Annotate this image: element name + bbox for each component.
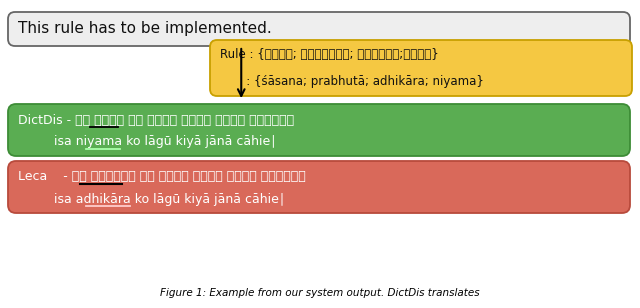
Text: This rule has to be implemented.: This rule has to be implemented. [18, 22, 272, 37]
Text: isa niyama ko lāgū kiyā jānā cāhie∣: isa niyama ko lāgū kiyā jānā cāhie∣ [18, 136, 276, 148]
Text: isa adhikāra ko lāgū kiyā jānā cāhie∣: isa adhikāra ko lāgū kiyā jānā cāhie∣ [18, 192, 285, 205]
Text: Figure 1: Example from our system output. DictDis translates: Figure 1: Example from our system output… [160, 288, 480, 298]
Text: DictDis - इस नियम को लागू किया जाना चाहिए।: DictDis - इस नियम को लागू किया जाना चाहि… [18, 114, 294, 127]
FancyBboxPatch shape [8, 12, 630, 46]
FancyBboxPatch shape [8, 104, 630, 156]
Text: : {śāsana; prabhutā; adhikāra; niyama}: : {śāsana; prabhutā; adhikāra; niyama} [220, 75, 484, 88]
Text: Rule : {शासन; प्रभुता; अधिकार;नियम}: Rule : {शासन; प्रभुता; अधिकार;नियम} [220, 48, 439, 62]
FancyBboxPatch shape [8, 161, 630, 213]
FancyBboxPatch shape [210, 40, 632, 96]
Text: Leca    - इस अधिकार को लागू किया जाना चाहिए।: Leca - इस अधिकार को लागू किया जाना चाहिए… [18, 171, 306, 184]
